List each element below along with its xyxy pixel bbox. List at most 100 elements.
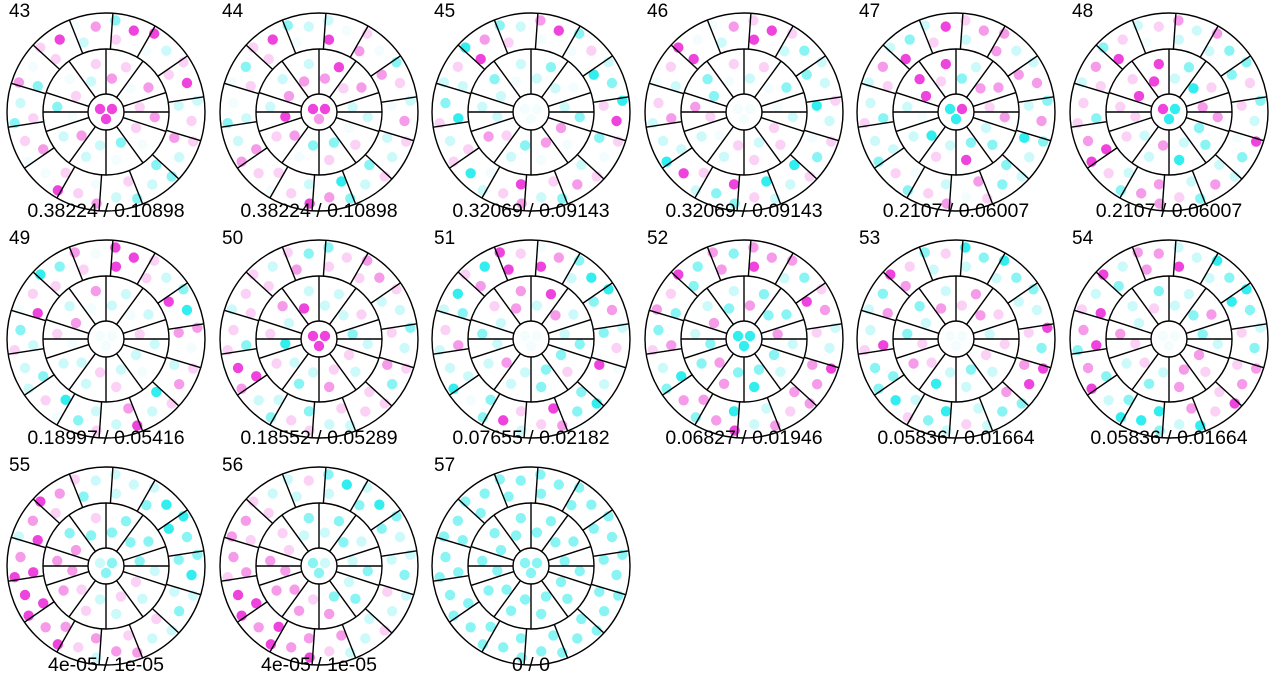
inner-sector-dot (293, 151, 305, 162)
inner-spoke (541, 580, 569, 618)
radial-diagram (856, 12, 1056, 212)
diagram-cell: 49 0.18997 / 0.05416 (0, 227, 212, 452)
inner-sector-dot (535, 381, 547, 393)
outer-sector-dot (515, 21, 526, 32)
outer-sector-dot (1023, 152, 1035, 163)
outer-sector-dot (444, 589, 456, 601)
inner-spoke (1185, 116, 1230, 133)
outer-sector-dot (576, 159, 587, 171)
outer-sector-dot (670, 307, 681, 319)
outer-sector-dot (267, 34, 278, 45)
center-dot (106, 103, 118, 115)
outer-sector-dot (728, 179, 740, 190)
radial-diagram (219, 466, 419, 666)
outer-sector-dot (572, 179, 583, 190)
inner-sector-dot (515, 58, 527, 70)
outer-sector-dot (586, 272, 597, 283)
outer-spoke (370, 282, 401, 304)
outer-spoke (646, 121, 682, 128)
diagram-score-label: 0 / 0 (512, 654, 550, 676)
diagram-score-label: 0.18552 / 0.05289 (240, 427, 398, 449)
inner-spoke (972, 91, 1017, 108)
outer-spoke (858, 348, 894, 355)
outer-spoke (523, 401, 528, 438)
inner-sector-dot (940, 285, 952, 297)
outer-spoke (1095, 44, 1124, 70)
inner-sector-dot (80, 151, 92, 162)
outer-spoke (1220, 282, 1251, 304)
outer-sector-dot (1186, 176, 1197, 187)
outer-sector-dot (360, 633, 371, 644)
outer-spoke (766, 397, 782, 432)
outer-spoke (370, 509, 401, 531)
inner-spoke (895, 318, 940, 335)
inner-spoke (281, 514, 309, 552)
inner-spoke (122, 318, 167, 335)
inner-sector-dot (535, 154, 547, 166)
outer-sector-dot (991, 272, 1002, 284)
outer-sector-dot (444, 362, 456, 374)
outer-spoke (874, 147, 905, 169)
outer-sector-dot (38, 598, 49, 609)
outer-spoke (1161, 174, 1166, 211)
inner-sector-dot (130, 122, 142, 134)
outer-sector-dot (323, 34, 335, 45)
outer-sector-dot (479, 261, 490, 272)
outer-sector-dot (27, 61, 39, 72)
outer-spoke (341, 624, 357, 659)
inner-spoke (754, 287, 782, 325)
outer-spoke (245, 44, 274, 70)
outer-sector-dot (716, 37, 727, 48)
inner-sector-dot (1121, 358, 1132, 369)
inner-sector-dot (787, 111, 798, 123)
outer-sector-dot (1136, 188, 1147, 199)
outer-spoke (1095, 271, 1124, 297)
outer-sector-dot (78, 491, 89, 502)
inner-sector-dot (333, 62, 345, 73)
inner-spoke (541, 126, 569, 164)
diagram-index-label: 54 (1071, 228, 1097, 250)
inner-sector-dot (265, 555, 276, 567)
outer-sector-dot (1214, 386, 1225, 398)
inner-spoke (122, 116, 167, 133)
outer-spoke (221, 121, 257, 128)
center-dot (106, 330, 118, 342)
inner-sector-dot (1127, 301, 1138, 312)
outer-sector-dot (382, 132, 393, 144)
inner-spoke (706, 60, 734, 98)
center-dot (944, 330, 956, 342)
inner-spoke (547, 91, 592, 108)
radial-diagram (431, 239, 631, 439)
outer-sector-dot (801, 69, 812, 80)
inner-sector-dot (350, 366, 361, 377)
inner-sector-dot (125, 83, 136, 94)
inner-sector-dot (149, 338, 160, 350)
inner-sector-dot (768, 122, 780, 134)
inner-sector-dot (1200, 366, 1211, 377)
inner-sector-dot (1127, 74, 1138, 85)
outer-sector-dot (888, 371, 899, 382)
outer-sector-dot (399, 569, 410, 581)
inner-spoke (258, 570, 303, 587)
outer-spoke (1131, 19, 1147, 54)
outer-spoke (1007, 282, 1038, 304)
inner-sector-dot (920, 317, 932, 329)
outer-sector-dot (576, 386, 587, 398)
outer-sector-dot (869, 362, 881, 374)
outer-sector-dot (452, 288, 464, 299)
outer-sector-dot (40, 168, 51, 179)
inner-sector-dot (1178, 364, 1190, 375)
outer-sector-dot (54, 34, 65, 45)
inner-spoke (972, 343, 1017, 360)
center-dot (956, 330, 968, 342)
outer-sector-dot (15, 324, 26, 336)
ring-outline (937, 93, 975, 131)
inner-sector-dot (535, 608, 547, 620)
outer-sector-dot (453, 340, 464, 351)
outer-sector-dot (535, 34, 547, 45)
outer-spoke (364, 154, 393, 180)
inner-sector-dot (505, 151, 517, 162)
inner-sector-dot (787, 338, 798, 350)
outer-sector-dot (1113, 280, 1124, 292)
inner-spoke (116, 580, 144, 618)
